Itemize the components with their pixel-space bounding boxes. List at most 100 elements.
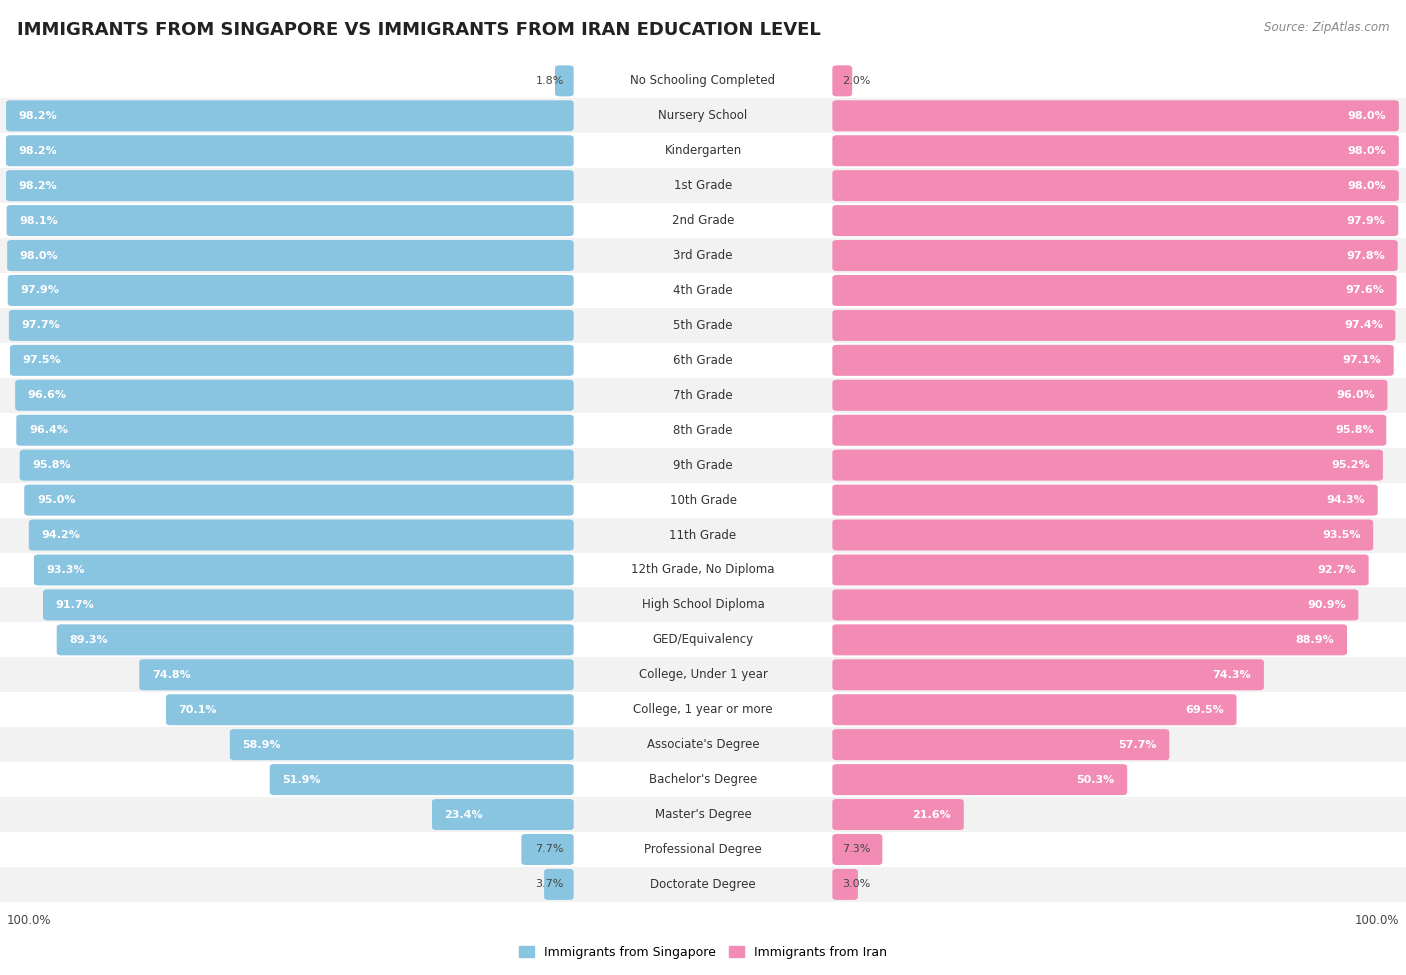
Text: 95.0%: 95.0% (37, 495, 76, 505)
Bar (0, 63, 1406, 98)
Text: 88.9%: 88.9% (1295, 635, 1334, 644)
Text: 8th Grade: 8th Grade (673, 424, 733, 437)
Text: 9th Grade: 9th Grade (673, 458, 733, 472)
Text: 98.2%: 98.2% (18, 111, 58, 121)
Text: Bachelor's Degree: Bachelor's Degree (650, 773, 756, 786)
FancyBboxPatch shape (832, 65, 852, 97)
Text: 4th Grade: 4th Grade (673, 284, 733, 297)
Text: 2.0%: 2.0% (842, 76, 870, 86)
Text: 98.0%: 98.0% (1347, 111, 1386, 121)
Text: High School Diploma: High School Diploma (641, 599, 765, 611)
Bar (0, 203, 1406, 238)
Text: 95.2%: 95.2% (1331, 460, 1371, 470)
FancyBboxPatch shape (832, 345, 1393, 375)
Text: 74.3%: 74.3% (1212, 670, 1251, 680)
Text: Nursery School: Nursery School (658, 109, 748, 122)
Text: 69.5%: 69.5% (1185, 705, 1223, 715)
Bar (0, 622, 1406, 657)
Text: 97.5%: 97.5% (22, 355, 62, 366)
Text: 98.2%: 98.2% (18, 145, 58, 156)
Bar (0, 273, 1406, 308)
FancyBboxPatch shape (832, 800, 963, 830)
FancyBboxPatch shape (6, 136, 574, 166)
Text: 5th Grade: 5th Grade (673, 319, 733, 332)
FancyBboxPatch shape (34, 555, 574, 585)
Text: 3rd Grade: 3rd Grade (673, 249, 733, 262)
FancyBboxPatch shape (15, 380, 574, 410)
FancyBboxPatch shape (10, 345, 574, 375)
FancyBboxPatch shape (166, 694, 574, 725)
Bar (0, 518, 1406, 553)
Text: 97.6%: 97.6% (1346, 286, 1384, 295)
Bar (0, 832, 1406, 867)
Text: 3.7%: 3.7% (536, 879, 564, 889)
FancyBboxPatch shape (522, 834, 574, 865)
Text: Associate's Degree: Associate's Degree (647, 738, 759, 751)
Text: 97.1%: 97.1% (1343, 355, 1381, 366)
FancyBboxPatch shape (832, 275, 1396, 306)
FancyBboxPatch shape (555, 65, 574, 97)
Bar (0, 657, 1406, 692)
Text: 97.9%: 97.9% (1347, 215, 1385, 225)
Text: Professional Degree: Professional Degree (644, 843, 762, 856)
Text: 90.9%: 90.9% (1308, 600, 1346, 610)
Bar (0, 134, 1406, 168)
FancyBboxPatch shape (44, 590, 574, 620)
Text: 97.4%: 97.4% (1344, 321, 1382, 331)
Text: 7.3%: 7.3% (842, 844, 870, 854)
Text: College, 1 year or more: College, 1 year or more (633, 703, 773, 717)
Bar (0, 168, 1406, 203)
FancyBboxPatch shape (432, 800, 574, 830)
Bar (0, 692, 1406, 727)
Text: 1.8%: 1.8% (536, 76, 564, 86)
FancyBboxPatch shape (28, 520, 574, 551)
Text: 100.0%: 100.0% (7, 914, 52, 926)
Text: 21.6%: 21.6% (912, 809, 950, 820)
FancyBboxPatch shape (832, 624, 1347, 655)
Text: 96.6%: 96.6% (28, 390, 67, 401)
Bar (0, 483, 1406, 518)
Text: 1st Grade: 1st Grade (673, 179, 733, 192)
FancyBboxPatch shape (832, 136, 1399, 166)
FancyBboxPatch shape (832, 485, 1378, 516)
Bar (0, 762, 1406, 797)
FancyBboxPatch shape (832, 764, 1128, 795)
FancyBboxPatch shape (7, 240, 574, 271)
Text: 93.5%: 93.5% (1322, 530, 1361, 540)
FancyBboxPatch shape (8, 310, 574, 341)
FancyBboxPatch shape (832, 240, 1398, 271)
Text: Source: ZipAtlas.com: Source: ZipAtlas.com (1264, 21, 1389, 34)
Text: 96.0%: 96.0% (1336, 390, 1375, 401)
Text: 10th Grade: 10th Grade (669, 493, 737, 507)
Text: 51.9%: 51.9% (283, 774, 321, 785)
FancyBboxPatch shape (56, 624, 574, 655)
FancyBboxPatch shape (832, 694, 1236, 725)
Text: 12th Grade, No Diploma: 12th Grade, No Diploma (631, 564, 775, 576)
Bar (0, 587, 1406, 622)
FancyBboxPatch shape (6, 171, 574, 201)
Text: 70.1%: 70.1% (179, 705, 217, 715)
FancyBboxPatch shape (832, 520, 1374, 551)
Text: 50.3%: 50.3% (1077, 774, 1115, 785)
FancyBboxPatch shape (832, 590, 1358, 620)
Text: 3.0%: 3.0% (842, 879, 870, 889)
FancyBboxPatch shape (544, 869, 574, 900)
Text: 98.0%: 98.0% (1347, 180, 1386, 191)
FancyBboxPatch shape (270, 764, 574, 795)
FancyBboxPatch shape (832, 380, 1388, 410)
FancyBboxPatch shape (832, 100, 1399, 132)
Text: No Schooling Completed: No Schooling Completed (630, 74, 776, 88)
FancyBboxPatch shape (7, 205, 574, 236)
FancyBboxPatch shape (8, 275, 574, 306)
Bar (0, 448, 1406, 483)
Text: 97.8%: 97.8% (1347, 251, 1385, 260)
FancyBboxPatch shape (832, 414, 1386, 446)
Bar (0, 308, 1406, 343)
Bar (0, 412, 1406, 448)
Text: 98.1%: 98.1% (20, 215, 58, 225)
FancyBboxPatch shape (832, 310, 1395, 341)
Text: Kindergarten: Kindergarten (665, 144, 741, 157)
Text: 89.3%: 89.3% (69, 635, 108, 644)
Text: 6th Grade: 6th Grade (673, 354, 733, 367)
Bar (0, 238, 1406, 273)
